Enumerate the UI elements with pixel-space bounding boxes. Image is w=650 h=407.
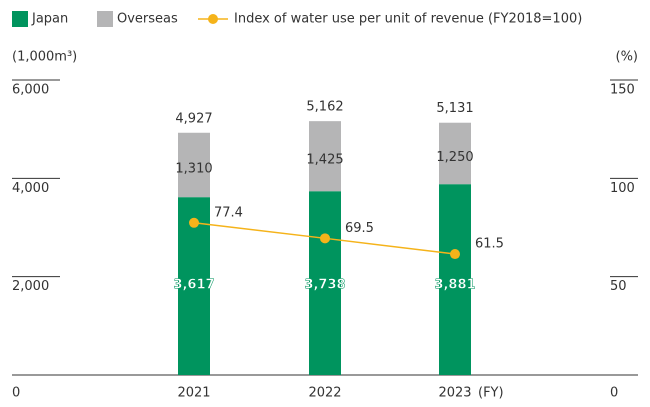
legend-label: Index of water use per unit of revenue (… [234,12,582,27]
x-tick-label: 2021 [177,386,210,401]
y-tick-label: 2,000 [12,279,49,294]
x-tick-label: 2022 [308,386,341,401]
bar-overseas [309,121,341,192]
legend-marker [208,14,218,24]
overseas-label: 1,250 [436,150,473,165]
index-point [320,233,330,244]
y2-tick-label: 0 [610,386,618,401]
legend-swatch [12,11,28,27]
legend-label: Overseas [117,12,178,27]
overseas-label: 1,425 [306,153,343,168]
bar-japan [309,191,341,375]
y2-tick-label: 50 [610,279,627,294]
y2-axis-label: (%) [616,50,639,65]
y2-tick-label: 100 [610,181,635,196]
bar-overseas [178,132,210,198]
x-tick-label: 2023 [438,386,471,401]
japan-label: 3,617 [173,278,214,293]
index-point [450,249,460,260]
total-label: 5,162 [306,100,343,115]
japan-label: 3,738 [304,278,345,293]
japan-label: 3,881 [434,278,475,293]
x-unit-label: (FY) [478,386,504,401]
total-label: 4,927 [175,111,212,126]
legend-label: Japan [31,12,68,27]
index-label: 69.5 [345,221,374,236]
bar-japan [439,184,471,375]
y-tick-label: 6,000 [12,83,49,98]
bar-overseas [439,122,471,185]
y-tick-label: 0 [12,386,20,401]
overseas-label: 1,310 [175,161,212,176]
legend-swatch [97,11,113,27]
index-label: 77.4 [214,205,243,220]
index-label: 61.5 [475,237,504,252]
y-tick-label: 4,000 [12,181,49,196]
total-label: 5,131 [436,101,473,116]
y2-tick-label: 150 [610,83,635,98]
index-point [189,217,199,228]
y-axis-label: (1,000m³) [12,50,77,65]
